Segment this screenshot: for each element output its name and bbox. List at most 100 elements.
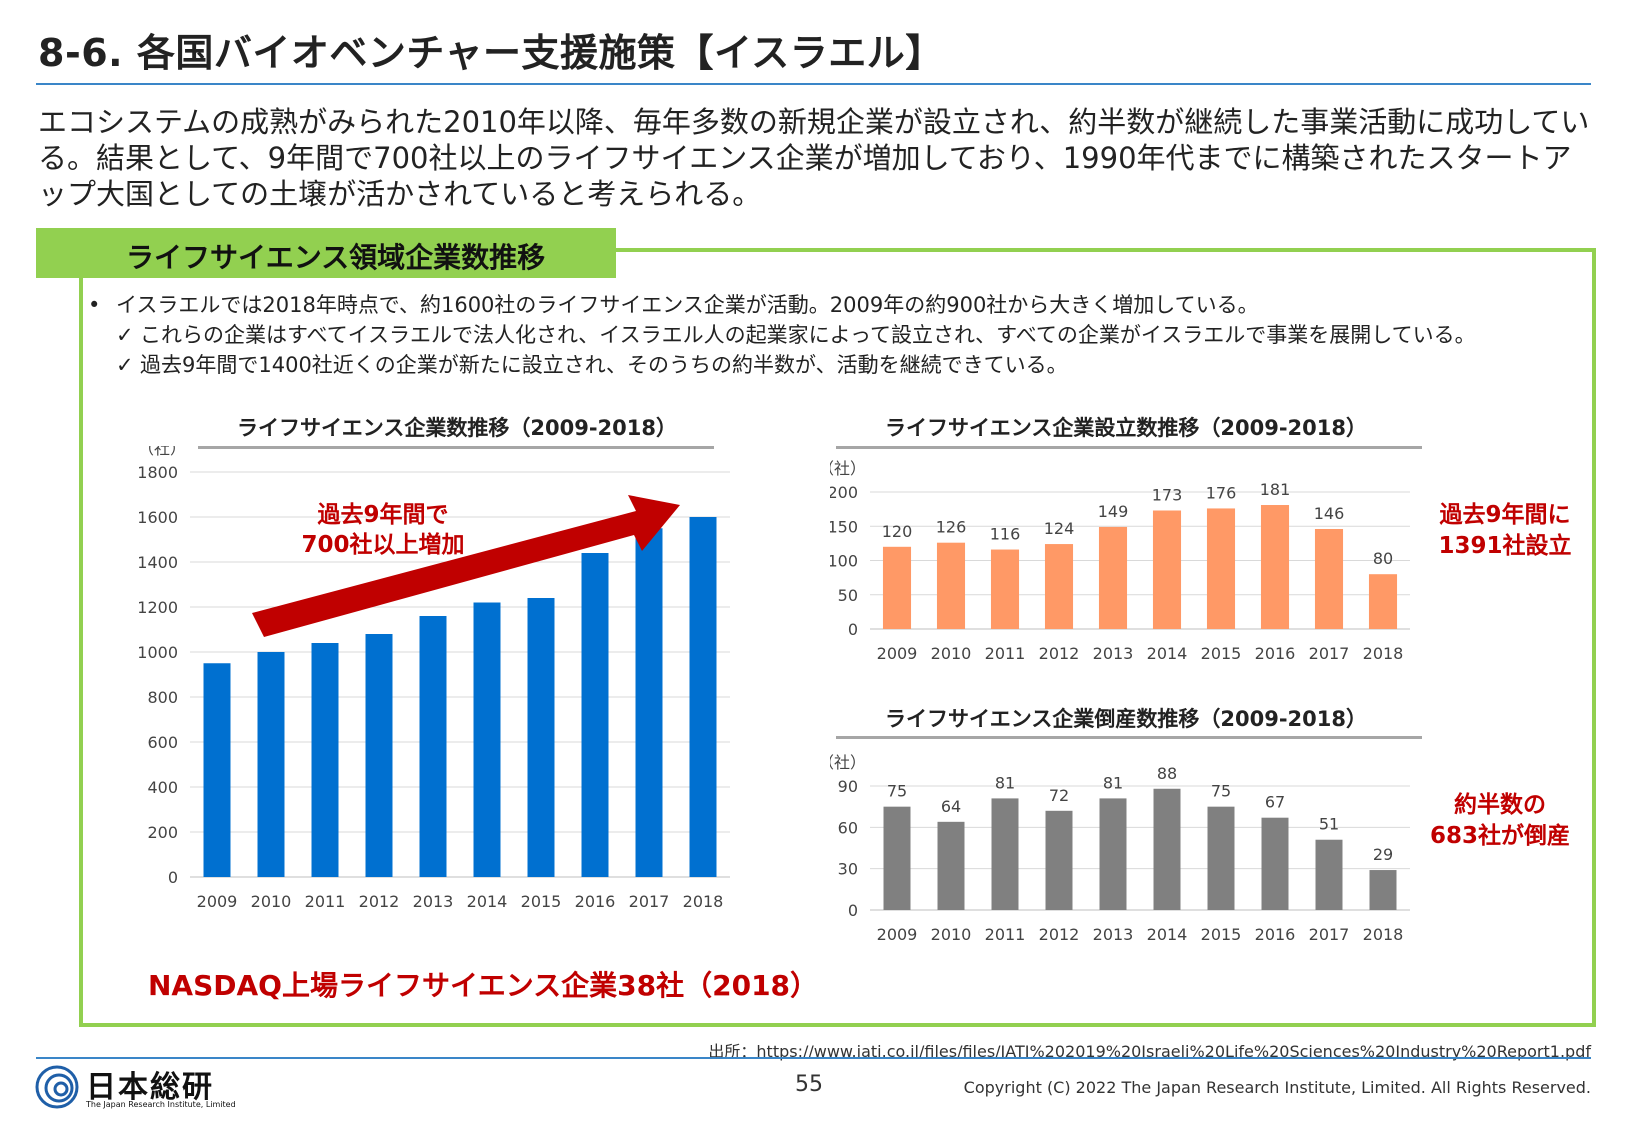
chart-title-total: ライフサイエンス企業数推移（2009-2018）: [237, 416, 677, 440]
bar: [1098, 526, 1128, 629]
check-item: ✓ 過去9年間で1400社近くの企業が新たに設立され、そのうちの約半数が、活動を継…: [88, 350, 1476, 380]
bar: [936, 542, 966, 629]
bar: [882, 546, 912, 629]
data-label: 173: [1152, 485, 1183, 504]
y-axis-unit: （社）: [138, 446, 186, 458]
footer-divider: [36, 1057, 1591, 1059]
y-tick-label: 1800: [137, 463, 178, 482]
chart-total-companies: （社） 0 200 400 600 800 1000 1200 1400 1600 1800 2009…: [137, 446, 730, 911]
check-item: ✓ これらの企業はすべてイスラエルで法人化され、イスラエル人の起業家によって設立さ…: [88, 320, 1476, 350]
y-tick-label: 0: [848, 620, 858, 639]
check-text: これらの企業はすべてイスラエルで法人化され、イスラエル人の起業家によって設立され…: [140, 323, 1476, 347]
company-logo: 日本総研 The Japan Research Institute, Limit…: [34, 1062, 236, 1117]
bar: [990, 549, 1020, 629]
x-tick-label: 2013: [1093, 644, 1134, 663]
bar: [883, 806, 911, 910]
x-tick-label: 2013: [413, 892, 454, 911]
data-label: 176: [1206, 483, 1237, 502]
y-tick-label: 50: [838, 586, 858, 605]
bar: [581, 553, 609, 877]
bar: [1369, 870, 1397, 910]
x-tick-label: 2013: [1093, 925, 1134, 944]
nasdaq-note: NASDAQ上場ライフサイエンス企業38社（2018）: [148, 969, 819, 1002]
check-icon: ✓: [116, 323, 134, 347]
bar: [1260, 505, 1290, 629]
x-tick-label: 2014: [1147, 925, 1188, 944]
bar: [527, 598, 555, 877]
source-citation: 出所：https://www.iati.co.il/files/files/IA…: [708, 1042, 1591, 1061]
data-label: 149: [1098, 502, 1129, 521]
bankrupt-note-line: 683社が倒産: [1429, 823, 1570, 849]
x-tick-label: 2018: [1363, 925, 1404, 944]
data-label: 146: [1314, 504, 1345, 523]
x-tick-label: 2009: [197, 892, 238, 911]
data-label: 75: [887, 782, 907, 801]
founded-note: 過去9年間に 1391社設立: [1425, 500, 1585, 562]
logo-subtext: The Japan Research Institute, Limited: [86, 1100, 236, 1109]
bar: [1153, 788, 1181, 910]
bar: [1368, 574, 1398, 629]
x-tick-label: 2016: [1255, 925, 1296, 944]
x-tick-label: 2016: [575, 892, 616, 911]
x-tick-label: 2017: [1309, 644, 1350, 663]
data-label: 120: [882, 522, 913, 541]
y-tick-label: 150: [830, 517, 858, 536]
copyright: Copyright (C) 2022 The Japan Research In…: [963, 1078, 1591, 1097]
data-label: 67: [1265, 793, 1285, 812]
bar: [1314, 528, 1344, 629]
bar: [311, 643, 339, 877]
data-label: 29: [1373, 845, 1393, 864]
check-text: 過去9年間で1400社近くの企業が新たに設立され、そのうちの約半数が、活動を継続…: [140, 353, 1068, 377]
y-tick-label: 600: [147, 733, 178, 752]
bullet-mark: •: [88, 293, 101, 317]
bar: [203, 663, 231, 877]
chart-title-rule: [198, 446, 714, 449]
chart-bankrupt-companies: （社） 0 30 60 90 2009 75 2010 64 2011 81 2012 72 2013 81…: [830, 753, 1410, 944]
founded-note-line: 過去9年間に: [1439, 502, 1571, 528]
y-tick-label: 90: [838, 777, 858, 796]
x-tick-label: 2017: [629, 892, 670, 911]
bullet-list: • イスラエルでは2018年時点で、約1600社のライフサイエンス企業が活動。20…: [88, 290, 1476, 380]
data-label: 88: [1157, 764, 1177, 783]
x-tick-label: 2014: [467, 892, 508, 911]
data-label: 81: [995, 773, 1015, 792]
data-label: 51: [1319, 815, 1339, 834]
bullet-item: • イスラエルでは2018年時点で、約1600社のライフサイエンス企業が活動。20…: [88, 290, 1476, 320]
panel-label: ライフサイエンス領域企業数推移: [36, 228, 616, 278]
y-tick-label: 1400: [137, 553, 178, 572]
x-tick-label: 2012: [1039, 644, 1080, 663]
data-label: 72: [1049, 786, 1069, 805]
x-tick-label: 2009: [877, 644, 918, 663]
x-tick-label: 2018: [1363, 644, 1404, 663]
bar: [257, 652, 285, 877]
bar: [991, 798, 1019, 910]
chart-title-bankrupt: ライフサイエンス企業倒産数推移（2009-2018）: [885, 707, 1367, 731]
y-tick-label: 0: [848, 901, 858, 920]
y-axis-unit: （社）: [830, 459, 866, 478]
bullet-text: イスラエルでは2018年時点で、約1600社のライフサイエンス企業が活動。200…: [116, 293, 1259, 317]
data-label: 80: [1373, 549, 1393, 568]
y-tick-label: 400: [147, 778, 178, 797]
founded-note-line: 1391社設立: [1438, 533, 1572, 559]
logo-emblem-icon: [35, 1065, 79, 1109]
bar: [1206, 508, 1236, 629]
x-tick-label: 2015: [1201, 925, 1242, 944]
bar: [1099, 798, 1127, 910]
bar: [473, 602, 501, 877]
x-tick-label: 2010: [931, 925, 972, 944]
bar: [1045, 810, 1073, 910]
chart-title-founded: ライフサイエンス企業設立数推移（2009-2018）: [885, 416, 1367, 440]
y-tick-label: 30: [838, 860, 858, 879]
growth-note-line: 700社以上増加: [301, 532, 465, 558]
y-tick-label: 200: [147, 823, 178, 842]
x-tick-label: 2012: [359, 892, 400, 911]
bar: [1044, 544, 1074, 629]
x-tick-label: 2012: [1039, 925, 1080, 944]
content-panel: [79, 248, 1596, 1027]
bar: [419, 616, 447, 877]
panel-label-text: ライフサイエンス領域企業数推移: [126, 241, 546, 274]
chart-title-rule: [836, 446, 1422, 449]
bankrupt-note-line: 約半数の: [1454, 792, 1546, 818]
x-tick-label: 2010: [251, 892, 292, 911]
bar: [1261, 817, 1289, 910]
